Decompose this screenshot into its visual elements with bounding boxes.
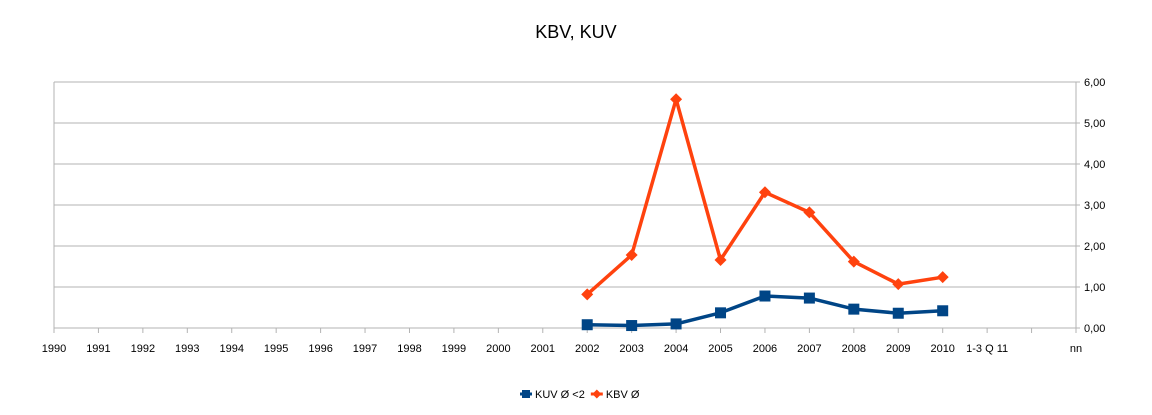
x-tick-label: 2003 — [619, 343, 643, 355]
chart-title: KBV, KUV — [535, 22, 616, 42]
x-tick-label: 2008 — [842, 343, 866, 355]
x-tick-label: 1995 — [264, 343, 288, 355]
data-point — [803, 206, 816, 219]
data-point — [715, 307, 727, 319]
data-point — [848, 303, 860, 315]
data-point — [937, 305, 949, 317]
legend-marker — [592, 389, 602, 399]
x-tick-label: 2009 — [886, 343, 910, 355]
data-point — [892, 278, 905, 291]
data-point — [670, 318, 682, 330]
x-tick-label: 1992 — [131, 343, 155, 355]
x-tick-label: 2007 — [797, 343, 821, 355]
y-tick-label: 0,00 — [1084, 323, 1105, 335]
legend-marker — [522, 390, 530, 398]
series-1 — [581, 93, 949, 301]
data-point — [892, 307, 904, 319]
data-point — [625, 249, 638, 262]
data-point — [626, 320, 638, 332]
x-tick-label: 2005 — [708, 343, 732, 355]
legend: KUV Ø <2 KBV Ø — [520, 389, 640, 401]
grid-layer — [54, 81, 1076, 329]
y-tick-label: 4,00 — [1084, 159, 1105, 171]
data-point — [581, 319, 593, 331]
data-point — [759, 290, 771, 302]
legend-label: KBV Ø — [606, 389, 640, 401]
x-tick-label: 1991 — [86, 343, 110, 355]
x-tick-label: 2006 — [753, 343, 777, 355]
data-point — [803, 292, 815, 304]
x-tick-label: 1-3 Q 11 — [966, 343, 1008, 355]
series-0 — [581, 290, 949, 332]
x-tick-label: 2004 — [664, 343, 688, 355]
axis-layer: 0,00 1,00 2,00 3,00 4,00 5,00 6,00 1990 1991 1992… — [42, 77, 1106, 355]
data-point — [670, 93, 683, 106]
x-tick-label: 1997 — [353, 343, 377, 355]
data-point — [581, 288, 594, 301]
y-tick-label: 3,00 — [1084, 200, 1105, 212]
data-point — [847, 255, 860, 268]
x-tick-label: 2000 — [486, 343, 510, 355]
data-point — [936, 271, 949, 284]
legend-item: KBV Ø — [590, 389, 640, 401]
x-tick-label: 1990 — [42, 343, 66, 355]
x-tick-label: 1998 — [397, 343, 421, 355]
legend-item: KUV Ø <2 — [520, 389, 585, 401]
x-tick-label: 1999 — [442, 343, 466, 355]
data-point — [714, 253, 727, 266]
x-tick-label: 2001 — [531, 343, 555, 355]
x-tick-label: 2010 — [930, 343, 954, 355]
x-tick-label: nn — [1070, 343, 1082, 355]
x-tick-label: 1994 — [219, 343, 243, 355]
y-tick-label: 2,00 — [1084, 241, 1105, 253]
x-tick-label: 2002 — [575, 343, 599, 355]
y-tick-label: 6,00 — [1084, 77, 1105, 89]
x-tick-label: 1996 — [308, 343, 332, 355]
x-tick-label: 1993 — [175, 343, 199, 355]
legend-label: KUV Ø <2 — [535, 389, 585, 401]
y-tick-label: 5,00 — [1084, 118, 1105, 130]
y-tick-label: 1,00 — [1084, 282, 1105, 294]
data-point — [758, 186, 771, 199]
series-layer — [581, 93, 949, 332]
